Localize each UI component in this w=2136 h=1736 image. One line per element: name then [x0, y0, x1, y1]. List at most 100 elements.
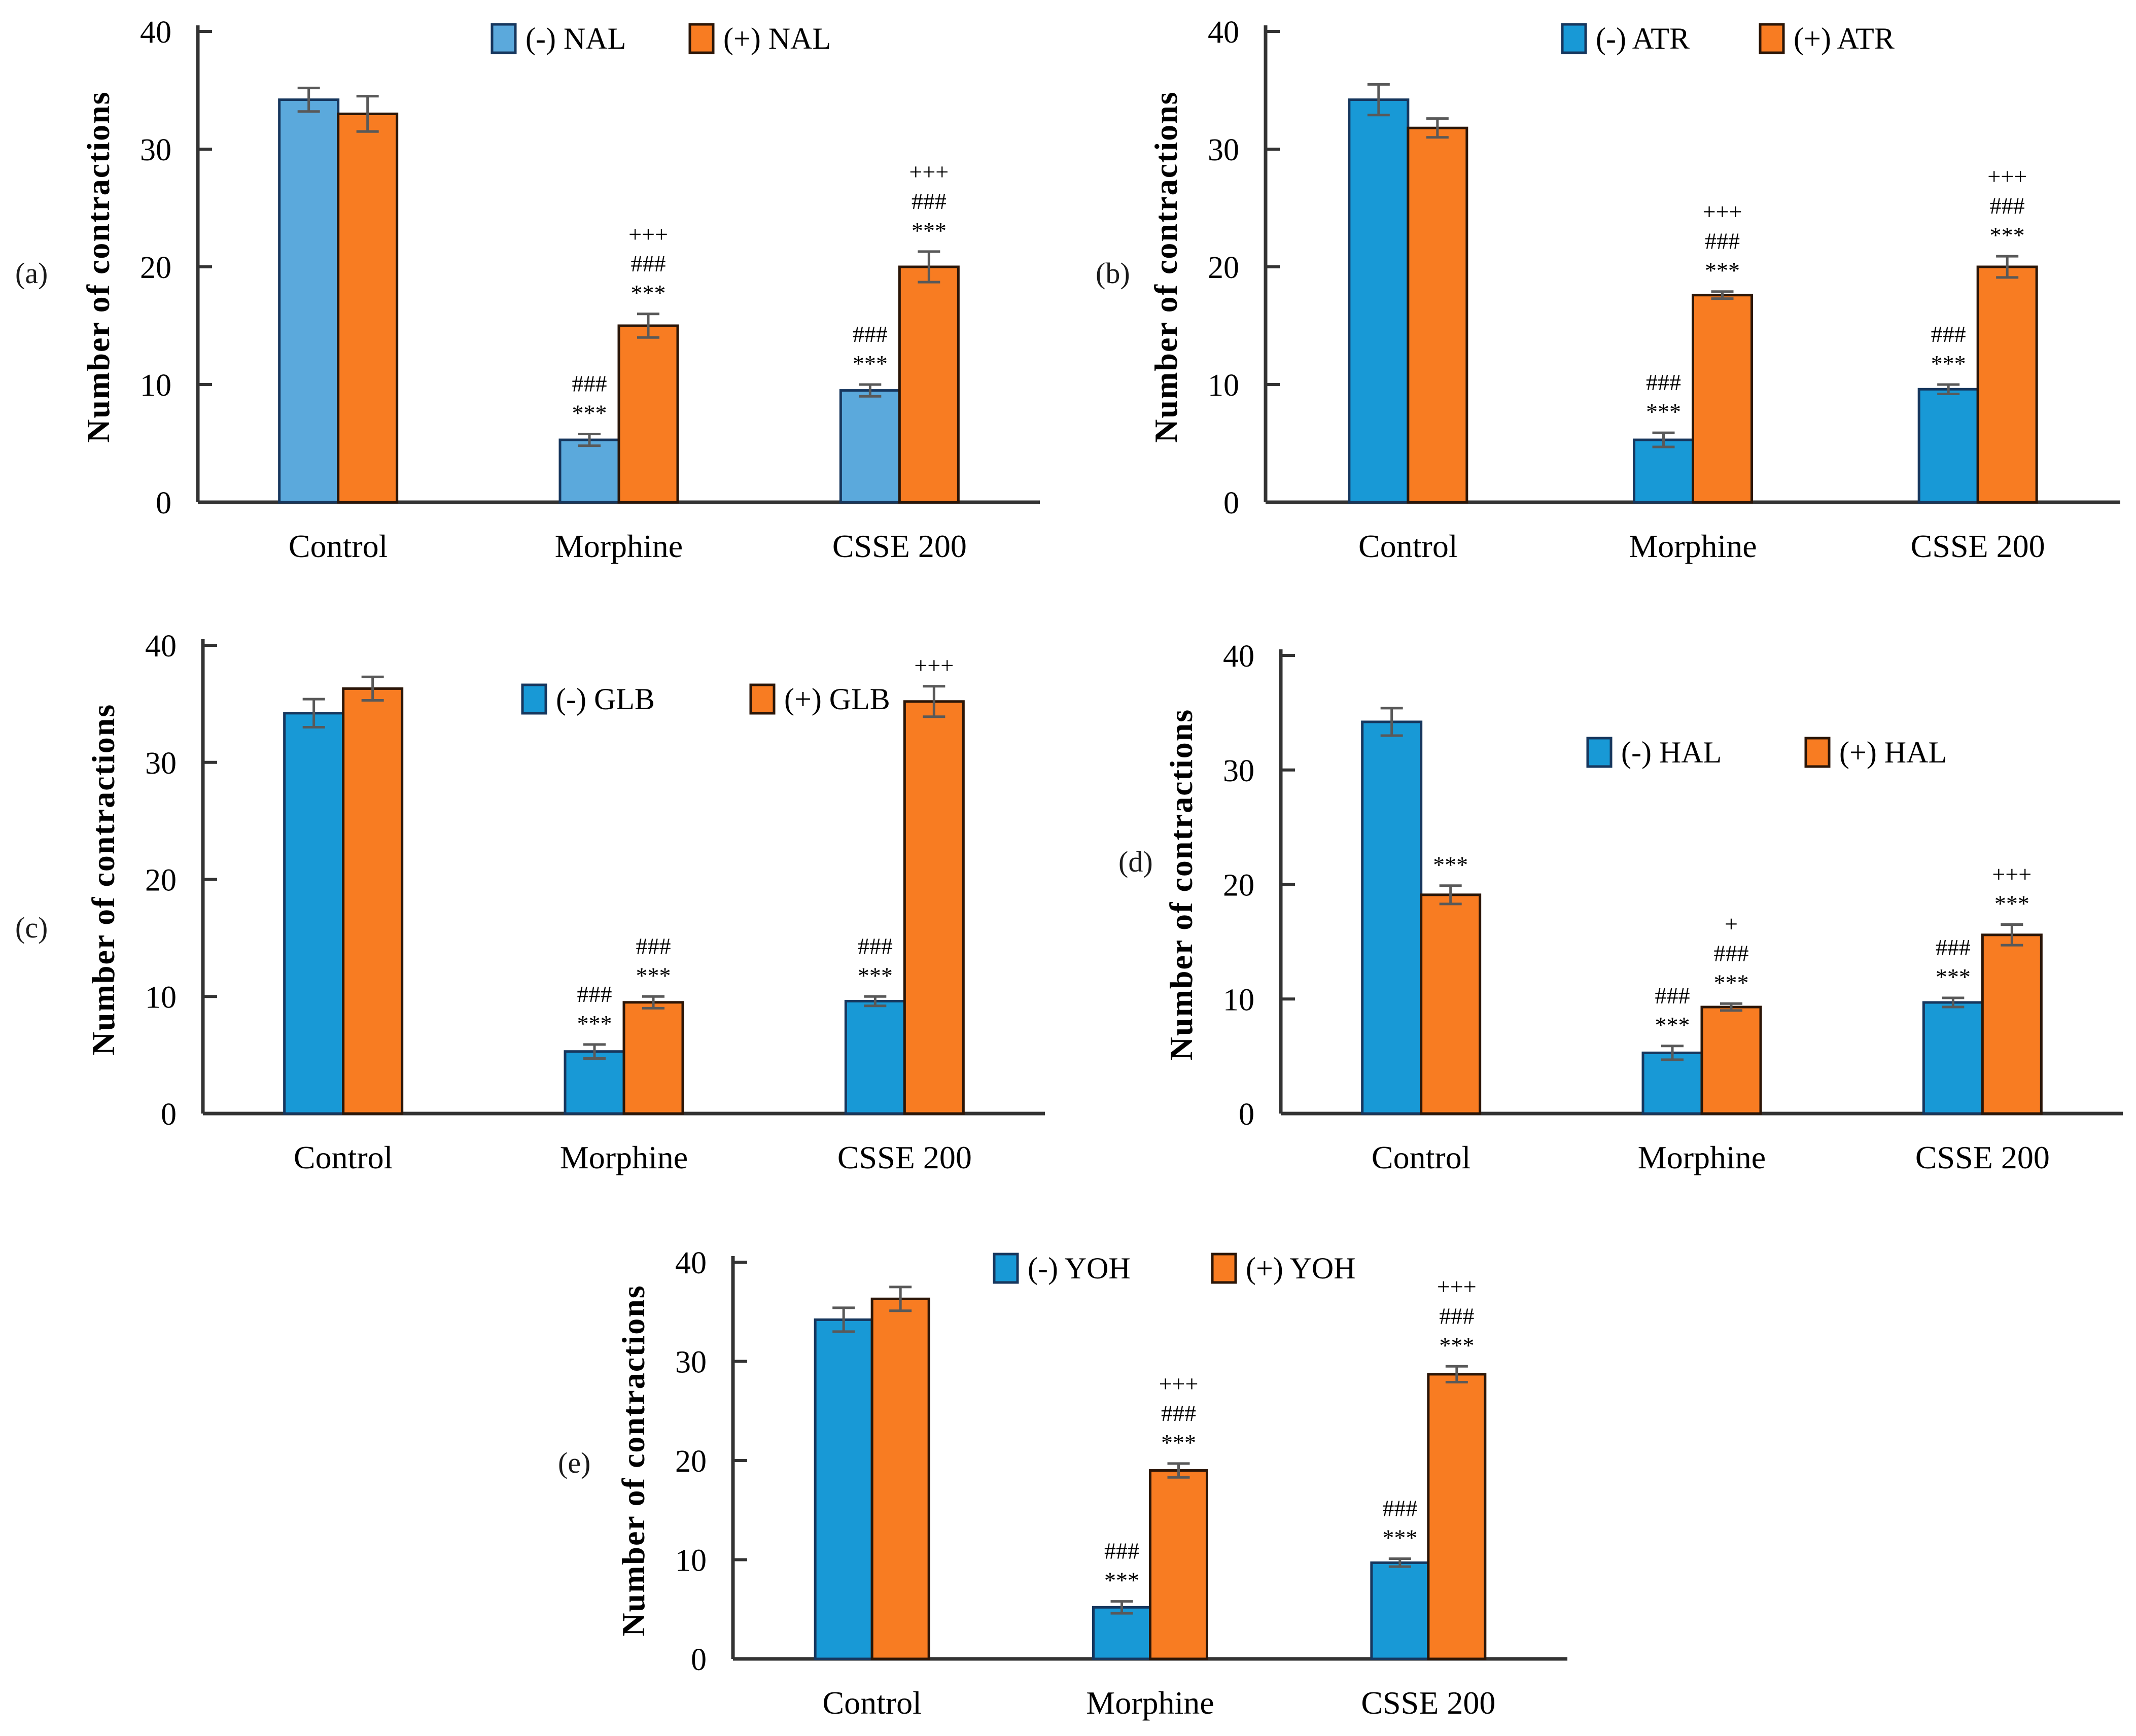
bar [839, 389, 901, 504]
category-label: CSSE 200 [1915, 1139, 2050, 1175]
y-axis-title: Number of contractions [615, 1284, 651, 1636]
bar [844, 999, 906, 1115]
legend-label: (+) ATR [1794, 22, 1895, 55]
legend-swatch [521, 683, 547, 715]
bar [1692, 294, 1753, 504]
category-label: Morphine [555, 528, 683, 564]
legend-swatch [1759, 23, 1785, 54]
category-label: CSSE 200 [837, 1139, 972, 1175]
category-label: Control [822, 1685, 922, 1721]
chart-a: 0 10 20 30 40 Number of contractions Control Mo… [80, 15, 1040, 564]
significance-annotation: *** [631, 280, 666, 306]
legend-swatch [749, 683, 776, 715]
panel-letter-b: (b) [1096, 257, 1130, 290]
category-label: Morphine [560, 1139, 688, 1175]
legend-label: (-) HAL [1621, 736, 1722, 769]
bar [558, 438, 620, 504]
significance-annotation: +++ [1703, 199, 1742, 225]
significance-annotation: *** [1382, 1525, 1417, 1551]
y-tick-label: 0 [161, 1097, 177, 1132]
legend-label: (-) GLB [556, 682, 655, 716]
legend-swatch [993, 1253, 1019, 1284]
significance-annotation: *** [1994, 891, 2029, 917]
y-tick-label: 20 [145, 863, 177, 898]
y-tick-label: 20 [140, 251, 171, 285]
significance-annotation: *** [1439, 1332, 1474, 1358]
significance-annotation: *** [1104, 1568, 1139, 1593]
y-tick-label: 40 [1223, 639, 1254, 674]
y-tick-label: 10 [675, 1544, 707, 1578]
bar [1361, 720, 1423, 1115]
significance-annotation: ### [1990, 193, 2025, 219]
chart-e: 0 10 20 30 40 Number of contractions Control Mo… [615, 1246, 1567, 1721]
chart-b: 0 10 20 30 40 Number of contractions Control Mo… [1148, 15, 2120, 564]
category-label: Control [1372, 1139, 1471, 1175]
significance-annotation: *** [1646, 399, 1681, 425]
bar [870, 1297, 930, 1660]
bar [1149, 1469, 1208, 1660]
significance-annotation: ### [1439, 1303, 1474, 1329]
panel-c: (c) 0 10 20 30 40 Number of contractions Contr… [10, 614, 1055, 1212]
bar [283, 712, 345, 1115]
significance-annotation: *** [636, 962, 671, 988]
significance-annotation: ### [1714, 940, 1749, 966]
panel-letter-e: (e) [558, 1446, 591, 1479]
significance-annotation: *** [1655, 1012, 1690, 1038]
significance-annotation: + [1725, 911, 1738, 936]
y-tick-label: 0 [1239, 1097, 1254, 1132]
y-tick-label: 20 [675, 1444, 707, 1479]
panel-letter-a: (a) [15, 257, 48, 290]
significance-annotation: *** [1714, 969, 1749, 995]
legend-label: (+) NAL [723, 22, 831, 55]
bar [1922, 1001, 1984, 1115]
y-tick-label: 10 [1223, 983, 1254, 1017]
y-tick-label: 30 [1223, 754, 1254, 788]
bar [1976, 265, 2038, 504]
significance-annotation: ### [1161, 1400, 1196, 1426]
bar [1092, 1606, 1151, 1660]
significance-annotation: ### [1931, 321, 1966, 347]
significance-annotation: *** [1705, 258, 1740, 284]
bar [278, 98, 340, 504]
significance-annotation: *** [1990, 222, 2025, 248]
legend-swatch [1561, 23, 1587, 54]
significance-annotation: +++ [1987, 163, 2027, 189]
significance-annotation: *** [1161, 1430, 1196, 1455]
bar [617, 324, 679, 504]
category-label: Control [289, 528, 388, 564]
significance-annotation: ### [1104, 1538, 1139, 1564]
legend-swatch [491, 23, 517, 54]
legend-swatch [1586, 737, 1613, 768]
y-tick-label: 20 [1223, 869, 1254, 903]
legend-label: (+) GLB [784, 682, 890, 716]
significance-annotation: ### [858, 933, 893, 959]
significance-annotation: ### [1646, 369, 1681, 395]
bar [1420, 893, 1482, 1115]
y-tick-label: 10 [140, 368, 171, 403]
significance-annotation: ### [636, 933, 671, 959]
panel-a: (a) 0 10 20 30 40 Number of contractions Contr… [10, 5, 1055, 604]
y-tick-label: 40 [140, 15, 171, 50]
y-tick-label: 20 [1208, 251, 1239, 285]
y-tick-label: 40 [145, 629, 177, 664]
bar [1700, 1005, 1762, 1115]
category-label: Morphine [1086, 1685, 1214, 1721]
category-label: Control [1358, 528, 1458, 564]
significance-annotation: ### [1705, 228, 1740, 254]
chart-d: 0 10 20 30 40 Number of contractions Control **… [1163, 639, 2123, 1175]
bar [1981, 933, 2043, 1115]
significance-annotation: +++ [628, 221, 668, 247]
legend-swatch [688, 23, 715, 54]
legend-label: (-) ATR [1596, 22, 1690, 55]
y-axis-title: Number of contractions [1163, 709, 1199, 1060]
bar [1370, 1561, 1430, 1660]
significance-annotation: +++ [1159, 1371, 1199, 1397]
significance-annotation: *** [1931, 351, 1966, 376]
significance-annotation: ### [853, 321, 888, 347]
panel-e: (e) 0 10 20 30 40 Number of contractions Contr… [538, 1233, 1628, 1735]
y-tick-label: 30 [675, 1345, 707, 1380]
category-label: CSSE 200 [832, 528, 967, 564]
bar [1633, 438, 1694, 504]
bar [1917, 388, 1979, 504]
bar [1641, 1051, 1703, 1115]
